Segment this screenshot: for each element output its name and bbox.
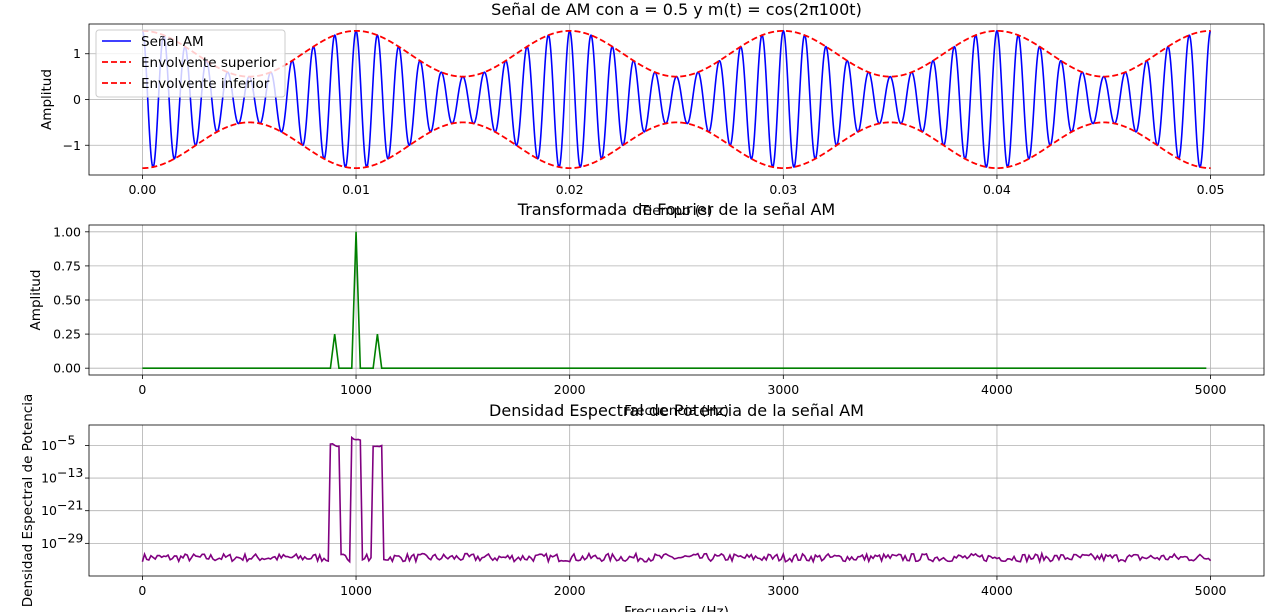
x-tick-label: 4000 [981,583,1013,598]
psd-xlabel: Frecuencia (Hz) [624,604,729,612]
x-tick-label: 0 [138,382,146,397]
x-tick-label: 3000 [767,382,799,397]
x-tick-label: 3000 [767,583,799,598]
y-tick-label: 1.00 [53,224,81,239]
fourier-chart: Transformada de Fourier de la señal AM 0… [28,200,1265,419]
y-tick-exponent: −5 [57,432,75,447]
y-tick-label: 10 [41,471,57,486]
legend-label-am: Señal AM [141,34,204,50]
x-tick-label: 2000 [554,382,586,397]
y-tick-label: 10 [41,503,57,518]
x-tick-label: 4000 [981,382,1013,397]
x-tick-label: 5000 [1195,583,1227,598]
y-tick-label: 0.75 [53,258,81,273]
lower-envelope-line [142,121,1211,170]
fourier-ylabel: Amplitud [28,270,44,331]
y-tick-label: 1 [73,46,81,61]
legend-frame [95,29,286,98]
y-tick-label: 10 [41,536,57,551]
y-tick-label: 0.25 [53,327,81,342]
legend-label-upper: Envolvente superior [141,55,277,71]
fourier-grid [89,225,1264,375]
fourier-line [142,231,1207,369]
psd-ylabel: Densidad Espectral de Potencia [20,394,36,607]
x-tick-label: 2000 [554,583,586,598]
y-tick-label: 10 [41,438,57,453]
x-tick-label: 0.02 [556,182,584,197]
x-tick-label: 0.04 [983,182,1011,197]
am-signal-legend: Señal AM Envolvente superior Envolvente … [95,29,286,98]
am-signal-ylabel: Amplitud [39,69,55,130]
x-tick-label: 1000 [340,382,372,397]
am-signal-ticks: 0.00 0.01 0.02 0.03 0.04 0.05 −1 0 1 [63,46,1225,197]
psd-grid [89,425,1264,576]
am-signal-xlabel: Tiempo (s) [640,203,713,219]
x-tick-label: 0 [138,583,146,598]
legend-label-lower: Envolvente inferior [141,76,270,92]
fourier-xlabel: Frecuencia (Hz) [624,403,729,419]
y-tick-exponent: −21 [57,498,83,513]
x-tick-label: 0.00 [128,182,156,197]
am-signal-title: Señal de AM con a = 0.5 y m(t) = cos(2π1… [491,0,862,19]
y-tick-label: 0.00 [53,361,81,376]
x-tick-label: 0.03 [769,182,797,197]
psd-title: Densidad Espectral de Potencia de la señ… [489,401,864,420]
upper-envelope-line [142,29,1211,78]
am-signal-line [141,29,1212,169]
y-tick-label: 0 [73,92,81,107]
y-tick-label: −1 [63,138,81,153]
am-signal-grid [89,24,1264,175]
x-tick-label: 0.05 [1197,182,1225,197]
psd-chart: Densidad Espectral de Potencia de la señ… [20,394,1265,612]
psd-line [141,435,1212,565]
x-tick-label: 1000 [340,583,372,598]
x-tick-label: 0.01 [342,182,370,197]
y-tick-exponent: −13 [57,465,83,480]
y-tick-exponent: −29 [57,530,83,545]
psd-axes-frame [88,424,1265,577]
x-tick-label: 5000 [1195,382,1227,397]
fourier-ticks: 0 1000 2000 3000 4000 5000 0.00 0.25 0.50 0.75 1.0… [53,224,1226,397]
am-signal-chart: Señal de AM con a = 0.5 y m(t) = cos(2π1… [39,0,1265,219]
y-tick-label: 0.50 [53,293,81,308]
fourier-title: Transformada de Fourier de la señal AM [517,200,835,219]
